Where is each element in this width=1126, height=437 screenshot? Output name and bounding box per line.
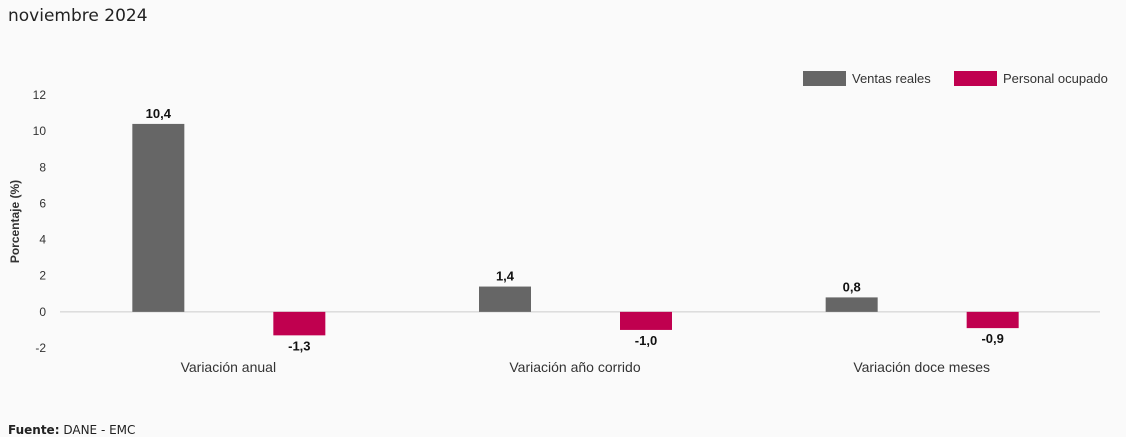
y-tick-label: 8 xyxy=(39,160,46,174)
legend-label-ventas: Ventas reales xyxy=(852,71,931,86)
bar-ventas xyxy=(132,123,185,312)
legend-swatch-personal xyxy=(954,71,997,86)
y-tick-label: 4 xyxy=(39,233,46,247)
y-tick-label: 2 xyxy=(39,269,46,283)
data-label: -1,3 xyxy=(288,338,310,353)
bar-personal xyxy=(966,311,1019,329)
y-tick-label: -2 xyxy=(35,341,46,355)
legend-label-personal: Personal ocupado xyxy=(1003,71,1108,86)
data-label: -1,0 xyxy=(635,333,657,348)
y-tick-label: 6 xyxy=(39,196,46,210)
data-label: 0,8 xyxy=(843,279,861,294)
source-note: Fuente: DANE - EMC xyxy=(8,423,135,437)
category-label: Variación año corrido xyxy=(509,359,640,375)
data-label: 1,4 xyxy=(496,269,515,284)
legend-swatch-ventas xyxy=(803,71,846,86)
bar-ventas xyxy=(825,297,878,312)
y-tick-label: 10 xyxy=(33,124,47,138)
bar-personal xyxy=(273,311,326,336)
y-tick-label: 12 xyxy=(33,88,47,102)
bar-ventas xyxy=(479,286,531,312)
data-label: 10,4 xyxy=(146,106,172,121)
data-label: -0,9 xyxy=(981,331,1003,346)
bar-personal xyxy=(620,311,672,330)
category-label: Variación doce meses xyxy=(853,359,990,375)
category-label: Variación anual xyxy=(181,359,276,375)
source-label: Fuente: xyxy=(8,423,60,437)
chart-title: noviembre 2024 xyxy=(8,6,148,26)
y-axis-title: Porcentaje (%) xyxy=(8,180,22,263)
source-text: DANE - EMC xyxy=(63,423,136,437)
y-tick-label: 0 xyxy=(39,305,46,319)
